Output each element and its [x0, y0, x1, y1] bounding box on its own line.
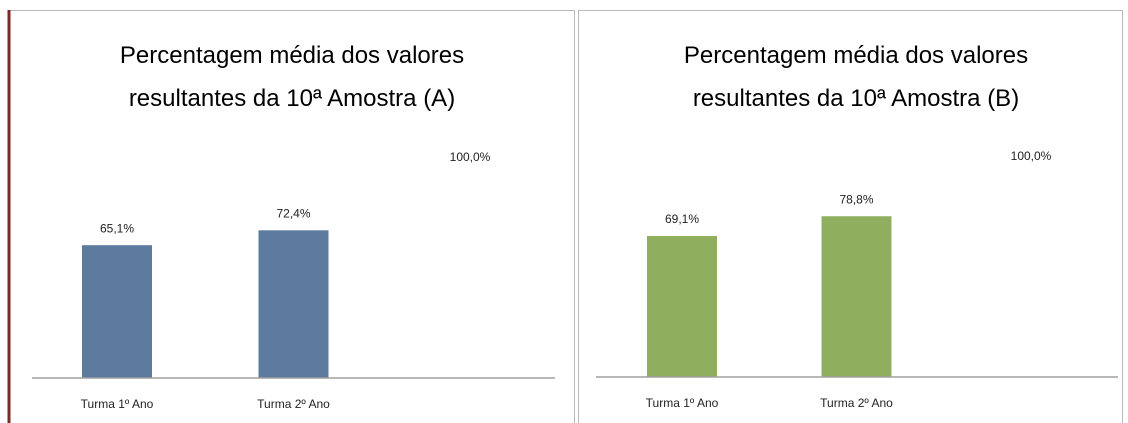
data-label: 78,8% — [839, 192, 873, 206]
x-tick-label: Turma 1º Ano — [81, 397, 154, 411]
x-tick-label: Turma 2º Ano — [257, 397, 330, 411]
chart-title: Percentagem média dos valores resultante… — [119, 42, 465, 112]
data-label: 69,1% — [665, 212, 699, 226]
chart-title: Percentagem média dos valores resultante… — [683, 42, 1029, 112]
bar — [435, 174, 505, 378]
data-label: 65,1% — [100, 221, 134, 235]
bar — [647, 236, 717, 377]
x-tick-label: Turma 1º Ano — [646, 396, 719, 410]
data-label: 100,0% — [1011, 149, 1052, 163]
data-label: 100,0% — [450, 150, 491, 164]
data-label: 72,4% — [276, 206, 310, 220]
bar — [996, 173, 1066, 377]
bar — [258, 230, 329, 378]
panel-border — [578, 10, 1123, 423]
x-tick-label: Turma 2º Ano — [820, 396, 893, 410]
bar — [82, 245, 152, 378]
bar — [821, 216, 892, 377]
